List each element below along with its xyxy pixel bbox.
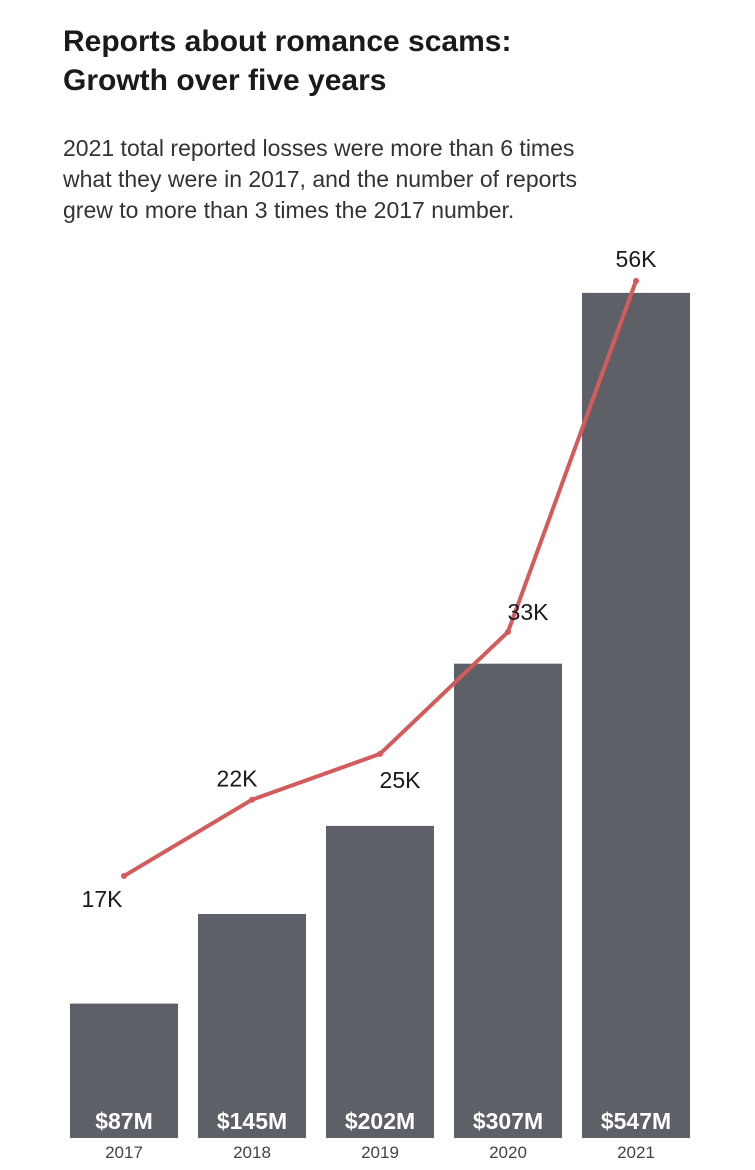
- reports-label-2019: 25K: [380, 767, 422, 793]
- chart-title: Reports about romance scams: Growth over…: [63, 22, 723, 100]
- year-label-2021: 2021: [617, 1143, 655, 1162]
- reports-point-2020: [505, 628, 511, 635]
- year-axis-labels: 2017 2018 2019 2020 2021: [105, 1143, 655, 1162]
- reports-data-labels: 17K 22K 25K 33K 56K: [82, 246, 658, 912]
- year-label-2019: 2019: [361, 1143, 399, 1162]
- subtitle-line-3: grew to more than 3 times the 2017 numbe…: [63, 197, 515, 223]
- year-label-2017: 2017: [105, 1143, 143, 1162]
- bar-value-label-2018: $145M: [217, 1108, 287, 1134]
- reports-label-2021: 56K: [616, 246, 658, 272]
- reports-line-series: [121, 277, 639, 879]
- bar-2017: [70, 1003, 178, 1138]
- reports-point-2021: [633, 277, 639, 284]
- loss-bar-labels: $87M $145M $202M $307M $547M: [95, 1108, 671, 1134]
- title-line-2: Growth over five years: [63, 64, 387, 97]
- reports-label-2017: 17K: [82, 886, 124, 912]
- bar-2020: [454, 663, 562, 1138]
- year-label-2020: 2020: [489, 1143, 527, 1162]
- reports-point-2017: [121, 873, 127, 879]
- bar-value-label-2017: $87M: [95, 1108, 153, 1134]
- bar-2019: [326, 825, 434, 1138]
- chart-subtitle: 2021 total reported losses were more tha…: [63, 133, 733, 226]
- bar-value-label-2021: $547M: [601, 1108, 671, 1134]
- year-label-2018: 2018: [233, 1143, 271, 1162]
- loss-bars: [70, 292, 690, 1138]
- subtitle-line-2: what they were in 2017, and the number o…: [63, 166, 577, 192]
- bar-value-label-2019: $202M: [345, 1108, 415, 1134]
- subtitle-line-1: 2021 total reported losses were more tha…: [63, 135, 575, 161]
- bar-2021: [582, 292, 690, 1138]
- reports-label-2020: 33K: [508, 599, 550, 625]
- title-line-1: Reports about romance scams:: [63, 25, 512, 58]
- reports-point-2018: [249, 796, 255, 803]
- bar-2018: [198, 913, 306, 1138]
- reports-label-2018: 22K: [217, 766, 259, 792]
- reports-point-2019: [377, 750, 383, 757]
- bar-value-label-2020: $307M: [473, 1108, 543, 1134]
